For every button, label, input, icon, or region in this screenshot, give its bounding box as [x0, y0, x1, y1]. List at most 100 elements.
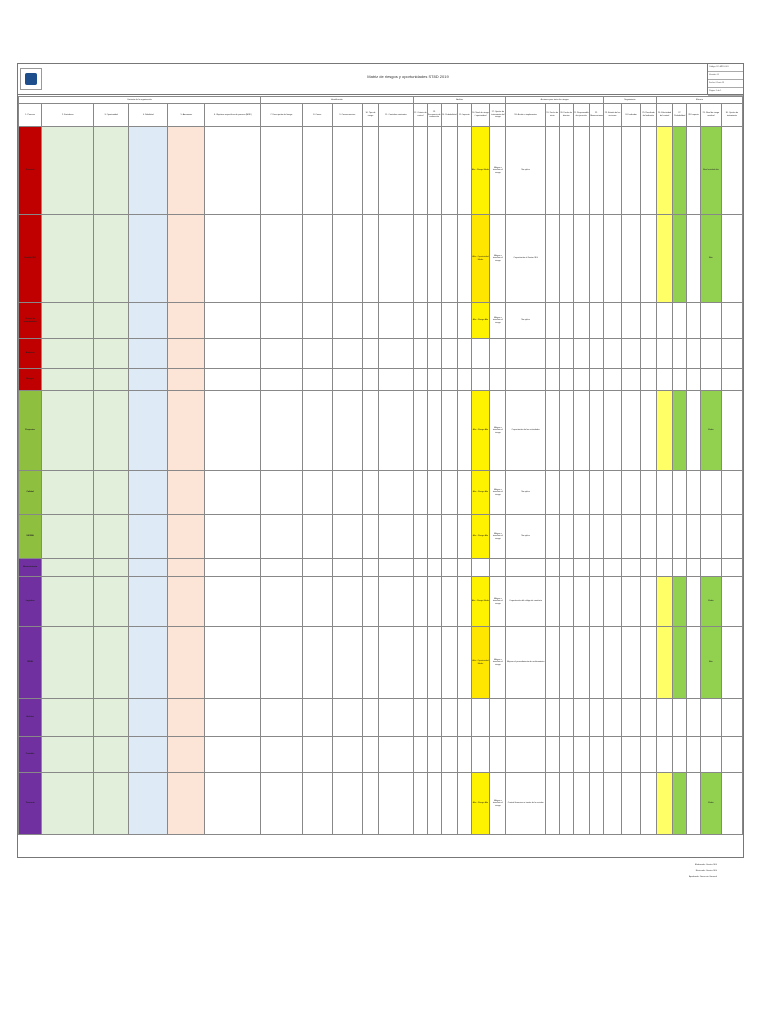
data-cell: [686, 214, 701, 303]
data-cell: [572, 698, 590, 737]
data-cell: [621, 772, 641, 835]
effectiveness-cell: [655, 558, 674, 577]
data-cell: [260, 514, 303, 559]
residual-level-cell: [699, 368, 722, 391]
document-meta: Código: FO-MRO-001 Versión: 01 Fecha: 01…: [707, 64, 743, 96]
data-cell: [440, 698, 458, 737]
data-cell: [301, 338, 333, 369]
risk-level-cell: Alto - Riesgo Alto: [470, 470, 491, 515]
residual-level-cell: [699, 558, 722, 577]
data-cell: [260, 214, 303, 303]
data-cell: [621, 514, 641, 559]
data-cell: [378, 126, 414, 215]
data-cell: [331, 338, 363, 369]
signature-revisado: Revisado: Gestor SIG: [695, 870, 717, 872]
data-cell: [412, 558, 428, 577]
treatment-cell: Mitigar o transferir el riesgo: [489, 214, 507, 303]
risk-level-cell: Alto - Riesgo Alto: [470, 514, 491, 559]
process-cell: Tesorería: [17, 772, 43, 835]
data-cell: [204, 576, 261, 627]
data-cell: [639, 302, 658, 339]
data-cell: [544, 576, 560, 627]
data-cell: [260, 470, 303, 515]
data-cell: [412, 338, 428, 369]
data-cell: [456, 126, 472, 215]
data-cell: [572, 390, 590, 471]
data-cell: [456, 214, 472, 303]
data-cell: [301, 302, 333, 339]
data-cell: [639, 626, 658, 699]
table-row: Logística Alto - Riesgo Medio Mitigar o tr…: [17, 576, 744, 627]
opportunity-cell: [93, 558, 129, 577]
threat-cell: [167, 368, 206, 391]
data-cell: [361, 302, 380, 339]
data-cell: [440, 736, 458, 773]
data-cell: [204, 626, 261, 699]
data-cell: [558, 576, 574, 627]
action-cell: No aplica: [505, 470, 546, 515]
data-cell: [572, 126, 590, 215]
weakness-cell: [127, 736, 169, 773]
column-header: 11. Controles existentes: [378, 103, 414, 127]
strength-cell: [41, 576, 95, 627]
data-cell: [456, 470, 472, 515]
company-logo: [20, 68, 42, 90]
residual-level-cell: [699, 514, 722, 559]
data-cell: [639, 390, 658, 471]
data-cell: [361, 514, 380, 559]
data-cell: [301, 626, 333, 699]
data-cell: [378, 390, 414, 471]
process-cell: Riesgos: [17, 368, 43, 391]
threat-cell: [167, 626, 206, 699]
risk-level-cell: [470, 736, 491, 773]
data-cell: [301, 214, 333, 303]
strength-cell: [41, 698, 95, 737]
data-cell: [639, 338, 658, 369]
data-cell: [686, 338, 701, 369]
data-cell: [686, 470, 701, 515]
column-header: 8. Causa: [301, 103, 333, 127]
table-row: Contable: [17, 736, 744, 773]
data-cell: [456, 736, 472, 773]
column-header: 10. Tipo de riesgo: [361, 103, 380, 127]
data-cell: [602, 514, 623, 559]
data-cell: [602, 470, 623, 515]
data-cell: [361, 736, 380, 773]
data-cell: [331, 736, 363, 773]
residual-level-cell: [699, 302, 722, 339]
threat-cell: [167, 302, 206, 339]
data-cell: [621, 368, 641, 391]
column-header: 27. Probabilidad: [672, 103, 688, 127]
treatment-cell: Mitigar o transferir el riesgo: [489, 772, 507, 835]
opportunity-cell: [93, 698, 129, 737]
data-cell: [686, 368, 701, 391]
data-cell: [361, 214, 380, 303]
residual-level-cell: [699, 338, 722, 369]
treatment-cell: Mitigar o transferir el riesgo: [489, 470, 507, 515]
residual-prob-cell: [672, 558, 688, 577]
data-cell: [621, 576, 641, 627]
data-cell: [412, 368, 428, 391]
column-header: 4. Debilidad: [127, 103, 169, 127]
data-cell: [686, 390, 701, 471]
data-cell: [331, 214, 363, 303]
data-cell: [602, 390, 623, 471]
data-cell: [572, 368, 590, 391]
treatment-cell: Mitigar o transferir el riesgo: [489, 126, 507, 215]
table-row: RRHH Alto - Oportunidad Media Mitigar o tr…: [17, 626, 744, 699]
data-cell: [621, 626, 641, 699]
data-cell: [426, 470, 442, 515]
table-row: Archivo: [17, 698, 744, 737]
process-cell: Calidad: [17, 470, 43, 515]
data-cell: [720, 368, 744, 391]
data-cell: [426, 772, 442, 835]
data-cell: [558, 626, 574, 699]
process-cell: SSOMA: [17, 514, 43, 559]
residual-prob-cell: [672, 626, 688, 699]
column-header: 30. Opción de tratamiento: [720, 103, 744, 127]
group-seguimiento: Seguimiento: [602, 96, 658, 104]
threat-cell: [167, 390, 206, 471]
data-cell: [260, 390, 303, 471]
data-cell: [456, 390, 472, 471]
data-cell: [588, 626, 604, 699]
